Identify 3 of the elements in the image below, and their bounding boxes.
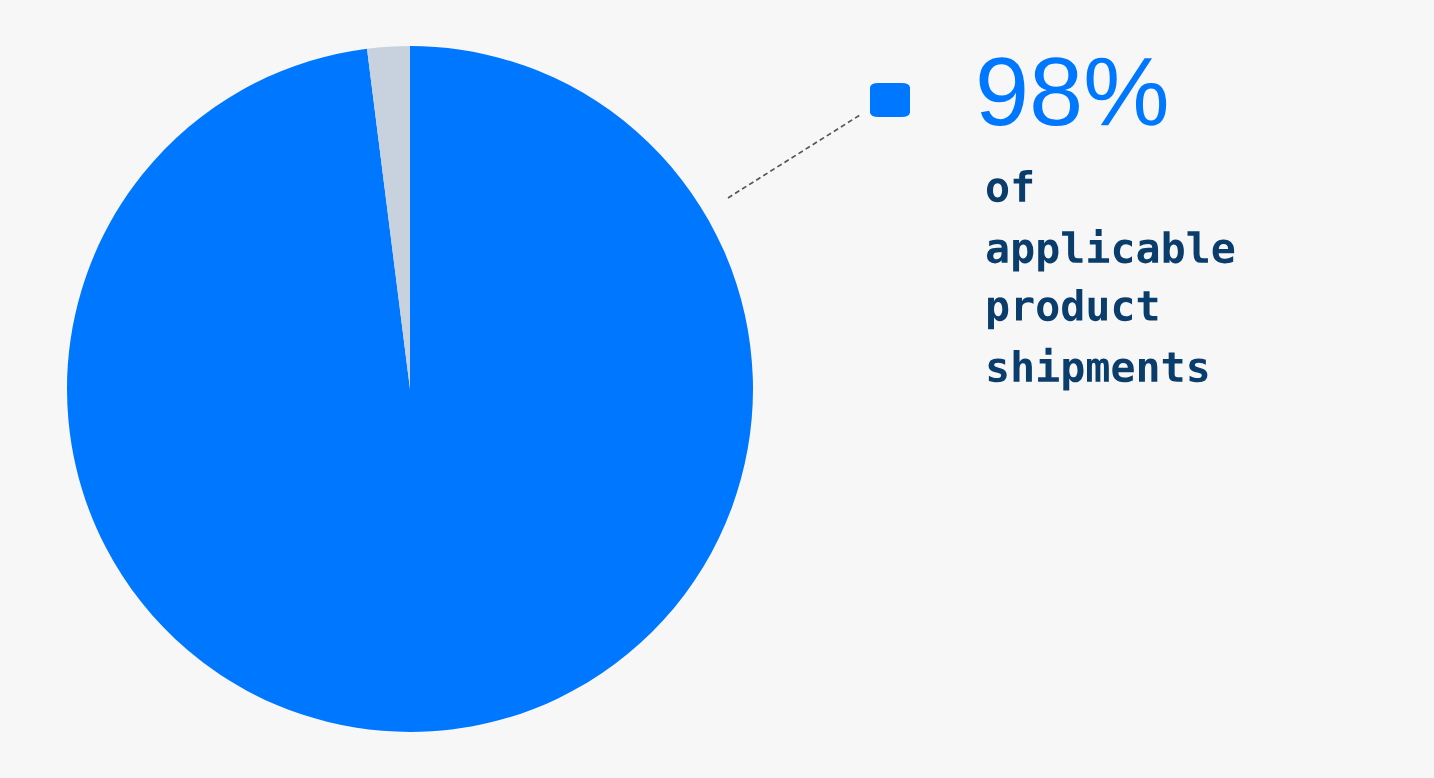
slice-label: of applicable product shipments [986, 170, 1235, 391]
data-label: 98% [979, 57, 1167, 127]
pie-slice [67, 46, 753, 732]
